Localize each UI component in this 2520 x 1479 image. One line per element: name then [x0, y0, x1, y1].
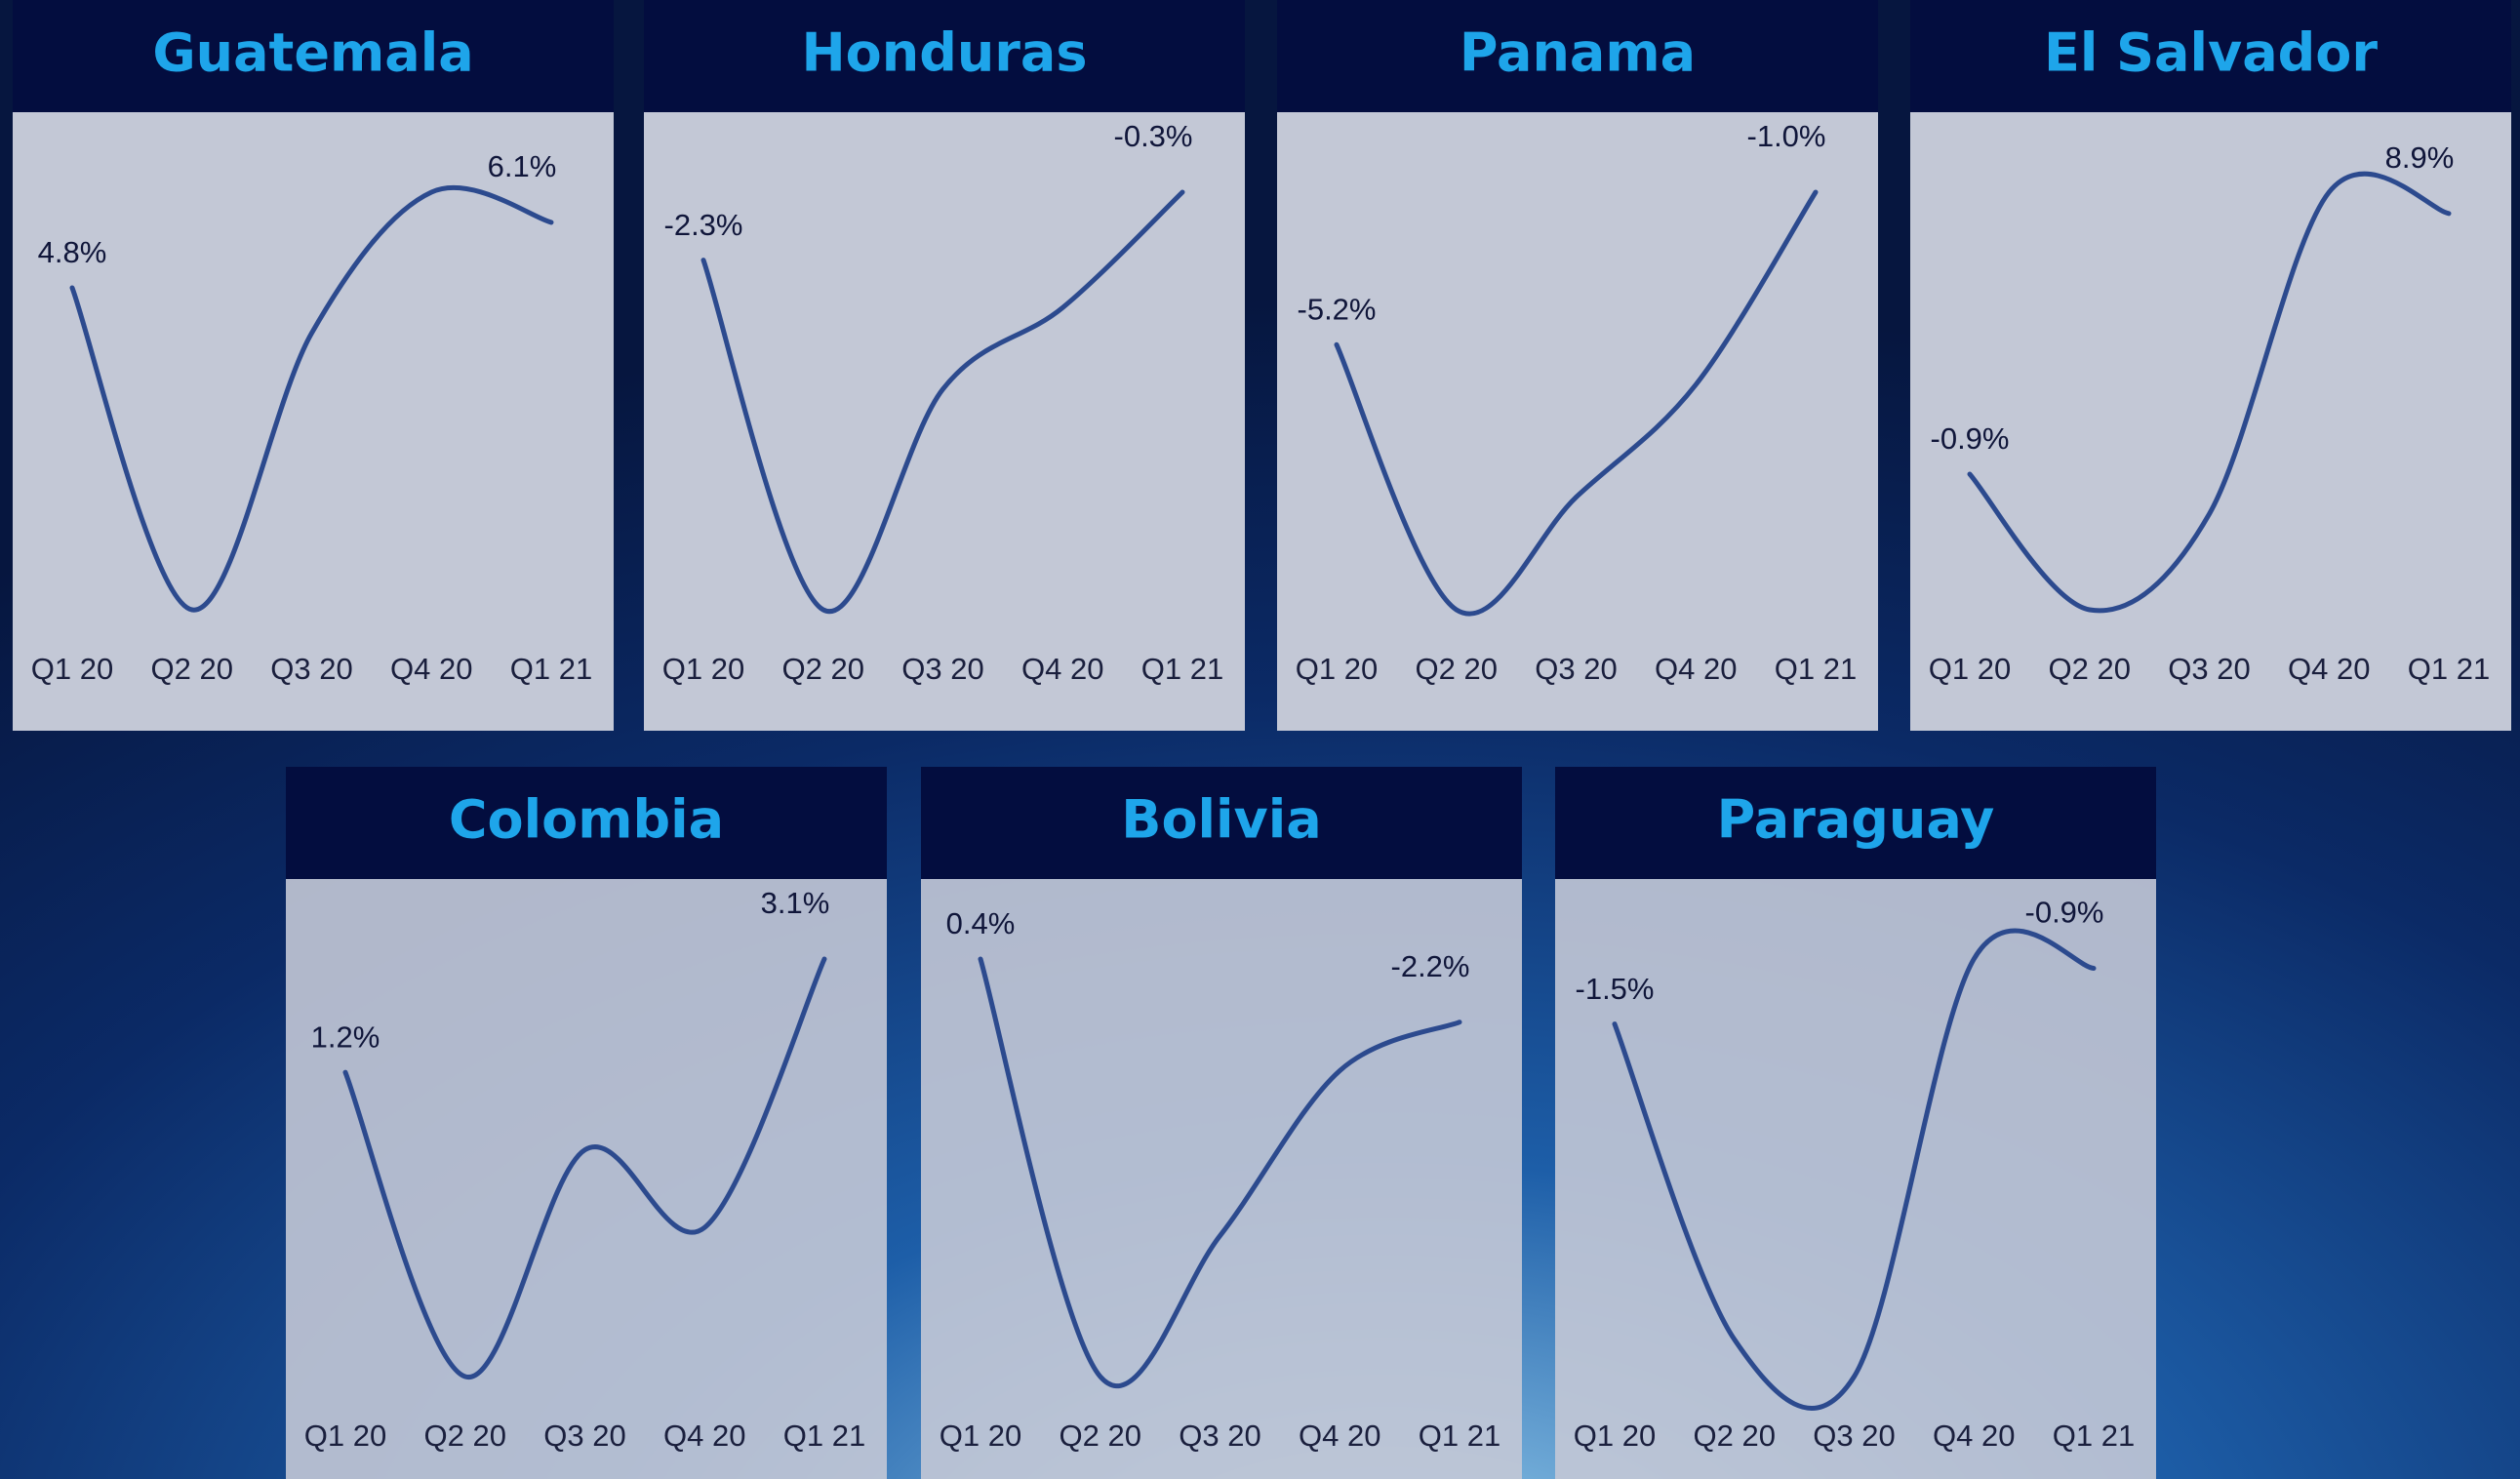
- panel-title: Colombia: [449, 789, 724, 851]
- line: [342, 956, 827, 1379]
- x-tick-label: Q1 20: [304, 1419, 386, 1453]
- panel-title: Honduras: [801, 22, 1087, 84]
- panel-header: [286, 767, 887, 879]
- data-label: 0.4%: [946, 906, 1016, 940]
- panel-title: El Salvador: [2044, 22, 2378, 84]
- x-tick-label: Q4 20: [1299, 1419, 1380, 1453]
- data-label: 1.2%: [311, 1019, 380, 1054]
- panel-header: [1910, 0, 2511, 112]
- data-label: -0.9%: [1931, 421, 2010, 456]
- data-label: -1.5%: [1576, 972, 1655, 1006]
- panel-body: [13, 112, 614, 731]
- panel-title: Paraguay: [1717, 789, 1995, 851]
- x-tick-label: Q1 21: [1141, 652, 1223, 686]
- x-tick-label: Q1 21: [2408, 652, 2490, 686]
- x-tick-label: Q1 20: [31, 652, 113, 686]
- data-label: -0.3%: [1114, 119, 1193, 153]
- x-tick-label: Q2 20: [1060, 1419, 1141, 1453]
- x-tick-label: Q4 20: [2288, 652, 2370, 686]
- data-label: 6.1%: [488, 149, 557, 183]
- x-tick-label: Q3 20: [543, 1419, 625, 1453]
- panel-body: [1910, 112, 2511, 731]
- x-tick-label: Q1 21: [1775, 652, 1857, 686]
- x-tick-label: Q3 20: [901, 652, 983, 686]
- data-label: 4.8%: [38, 235, 107, 269]
- x-tick-label: Q4 20: [663, 1419, 745, 1453]
- data-label: 8.9%: [2385, 140, 2455, 175]
- x-tick-label: Q3 20: [1535, 652, 1617, 686]
- x-tick-label: Q2 20: [2049, 652, 2131, 686]
- panel-title: Bolivia: [1121, 789, 1321, 851]
- x-tick-label: Q1 20: [1296, 652, 1378, 686]
- x-tick-label: Q1 20: [662, 652, 744, 686]
- x-tick-label: Q4 20: [1933, 1419, 2015, 1453]
- panel-header: [644, 0, 1245, 112]
- data-label: -0.9%: [2025, 896, 2104, 930]
- line: [1967, 171, 2452, 614]
- data-label: -2.2%: [1391, 949, 1470, 983]
- panel-body: [1555, 879, 2156, 1479]
- x-tick-label: Q4 20: [1655, 652, 1737, 686]
- panel-body: [1277, 112, 1878, 731]
- data-label: -1.0%: [1747, 119, 1826, 153]
- x-tick-label: Q2 20: [151, 652, 233, 686]
- x-tick-label: Q2 20: [1416, 652, 1498, 686]
- line: [700, 189, 1185, 615]
- data-label: 3.1%: [761, 886, 830, 920]
- panel-header: [921, 767, 1522, 879]
- panel-header: [13, 0, 614, 112]
- x-tick-label: Q3 20: [270, 652, 352, 686]
- x-tick-label: Q1 20: [940, 1419, 1021, 1453]
- x-tick-label: Q1 21: [510, 652, 592, 686]
- x-tick-label: Q1 21: [783, 1419, 865, 1453]
- panel-header: [1277, 0, 1878, 112]
- x-tick-label: Q1 20: [1574, 1419, 1656, 1453]
- panel-title: Guatemala: [152, 22, 473, 84]
- panel-body: [644, 112, 1245, 731]
- data-label: -2.3%: [664, 208, 743, 242]
- x-tick-label: Q1 21: [2053, 1419, 2135, 1453]
- x-tick-label: Q1 20: [1929, 652, 2011, 686]
- line: [978, 956, 1462, 1388]
- x-tick-label: Q3 20: [1179, 1419, 1260, 1453]
- x-tick-label: Q3 20: [2168, 652, 2250, 686]
- line: [1334, 189, 1819, 617]
- panel-body: [921, 879, 1522, 1479]
- x-tick-label: Q4 20: [390, 652, 472, 686]
- panel-title: Panama: [1460, 22, 1696, 84]
- panel-body: [286, 879, 887, 1479]
- x-tick-label: Q2 20: [1694, 1419, 1776, 1453]
- panel-header: [1555, 767, 2156, 879]
- line: [1612, 928, 2097, 1411]
- x-tick-label: Q1 21: [1419, 1419, 1500, 1453]
- x-tick-label: Q4 20: [1021, 652, 1103, 686]
- data-label: -5.2%: [1298, 293, 1377, 327]
- x-tick-label: Q2 20: [782, 652, 864, 686]
- x-tick-label: Q2 20: [424, 1419, 506, 1453]
- x-tick-label: Q3 20: [1813, 1419, 1895, 1453]
- line: [69, 184, 554, 613]
